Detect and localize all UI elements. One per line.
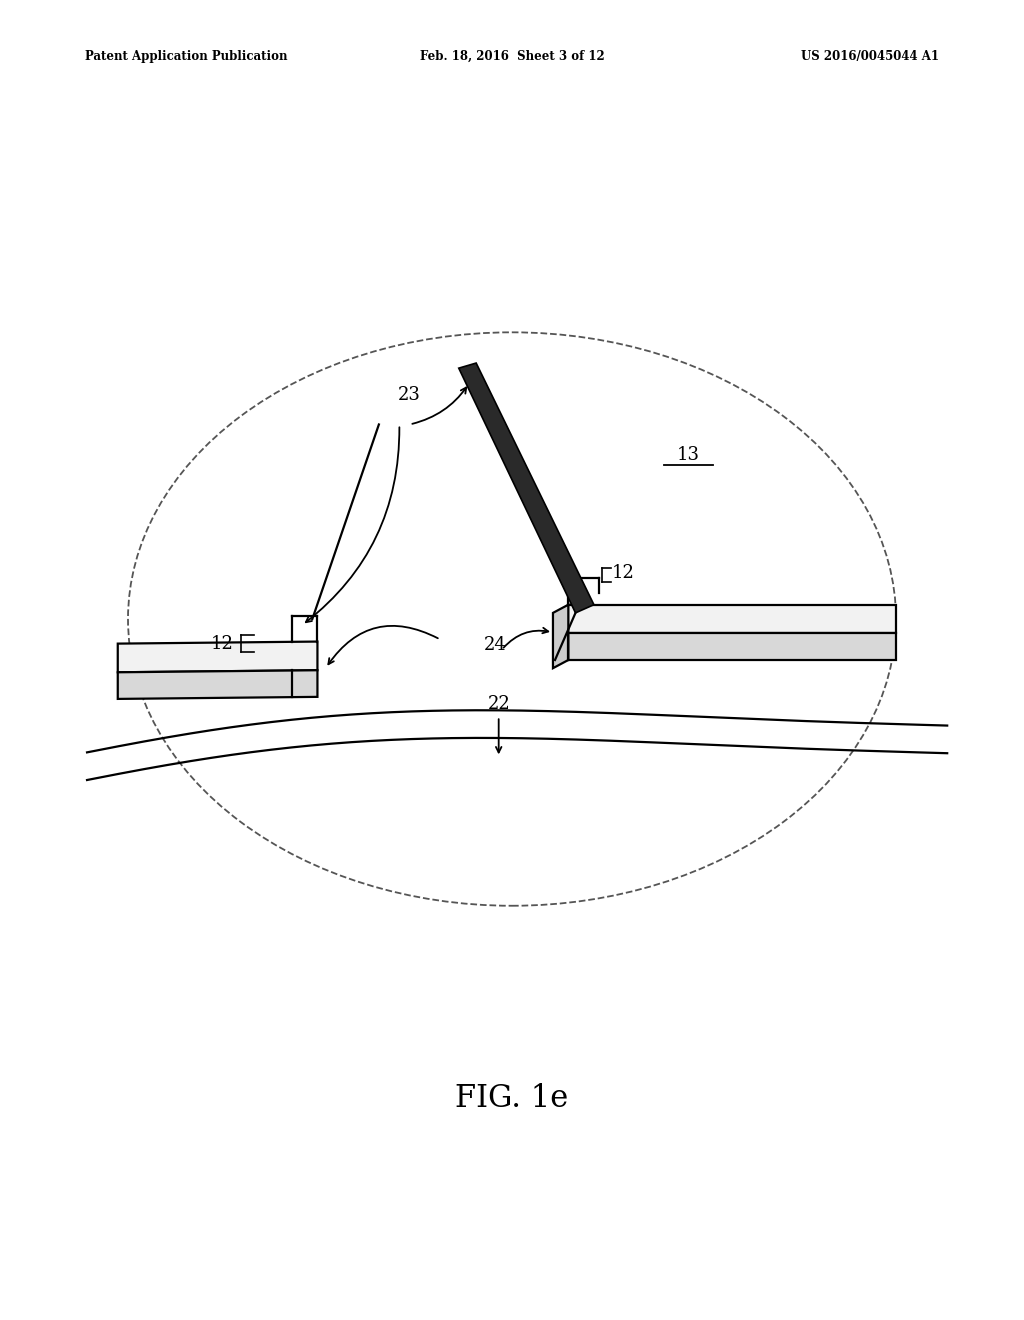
Text: Feb. 18, 2016  Sheet 3 of 12: Feb. 18, 2016 Sheet 3 of 12 [420, 50, 604, 63]
Text: 12: 12 [611, 564, 634, 582]
Polygon shape [118, 642, 317, 672]
Text: 24: 24 [483, 636, 506, 653]
Polygon shape [118, 671, 317, 698]
Text: Patent Application Publication: Patent Application Publication [85, 50, 288, 63]
Polygon shape [568, 634, 896, 660]
Text: 23: 23 [398, 385, 421, 404]
Polygon shape [459, 363, 594, 612]
Text: 12: 12 [211, 635, 233, 652]
Text: FIG. 1e: FIG. 1e [456, 1082, 568, 1114]
Text: 13: 13 [677, 446, 699, 465]
Text: 22: 22 [487, 696, 510, 713]
Text: US 2016/0045044 A1: US 2016/0045044 A1 [801, 50, 939, 63]
Polygon shape [553, 605, 568, 668]
Polygon shape [568, 605, 896, 634]
